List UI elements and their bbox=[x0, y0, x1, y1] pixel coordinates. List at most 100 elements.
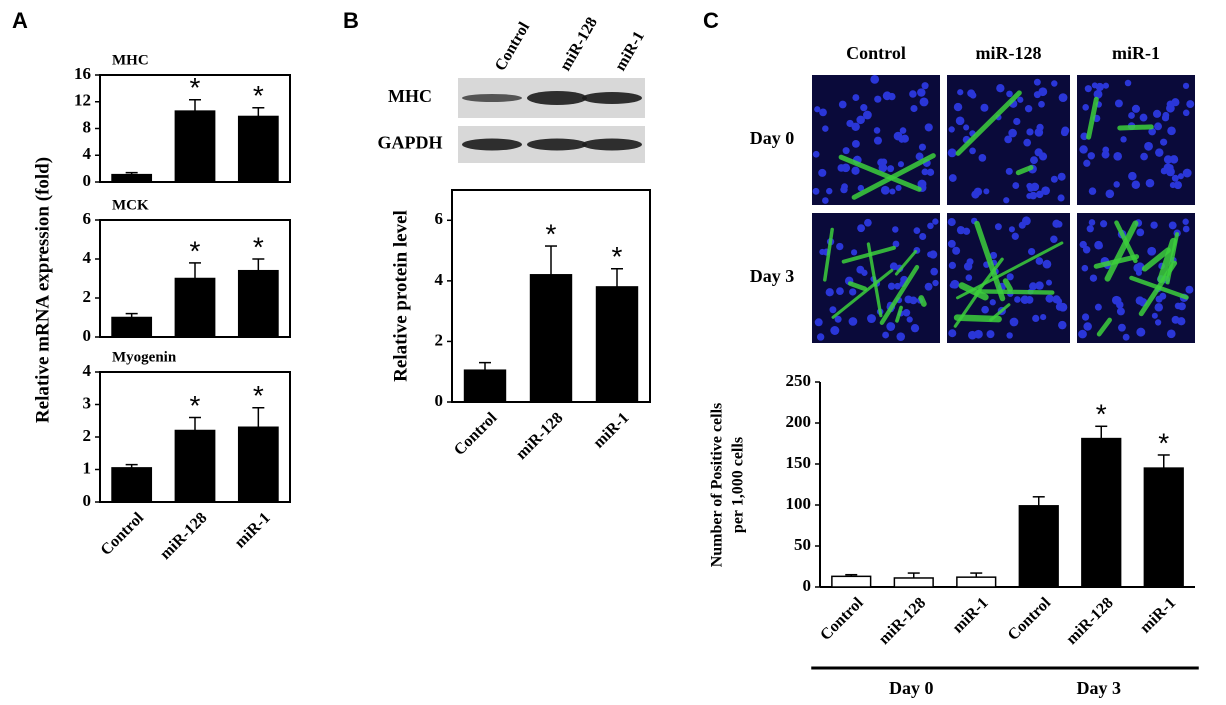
nucleus bbox=[867, 314, 876, 324]
nucleus bbox=[1160, 138, 1168, 146]
image-column-label: miR-128 bbox=[976, 43, 1042, 63]
y-tick-label: 2 bbox=[83, 287, 92, 306]
nucleus bbox=[1088, 187, 1097, 195]
nucleus bbox=[1029, 282, 1038, 291]
nucleus bbox=[969, 147, 976, 155]
nucleus bbox=[1128, 112, 1135, 119]
nucleus bbox=[1017, 96, 1024, 103]
nucleus bbox=[1030, 156, 1038, 165]
significance-marker: * bbox=[612, 241, 623, 272]
x-tick-label: Control bbox=[98, 509, 148, 559]
error-bar bbox=[907, 572, 920, 578]
nucleus bbox=[1027, 247, 1036, 256]
nucleus bbox=[899, 127, 907, 134]
nucleus bbox=[1083, 322, 1092, 331]
myotube bbox=[1157, 237, 1177, 283]
nucleus bbox=[1101, 150, 1110, 159]
nucleus bbox=[1078, 329, 1087, 339]
bar bbox=[237, 115, 279, 183]
nucleus bbox=[1083, 159, 1091, 167]
nucleus bbox=[1038, 152, 1048, 161]
blot-band bbox=[462, 94, 522, 102]
myotube bbox=[1093, 254, 1140, 269]
error-bar bbox=[125, 312, 138, 318]
myotube bbox=[1104, 220, 1139, 282]
nucleus bbox=[1020, 295, 1030, 304]
myotube bbox=[955, 90, 1022, 156]
nucleus bbox=[1169, 155, 1179, 164]
nucleus bbox=[1034, 128, 1044, 137]
nucleus bbox=[980, 103, 989, 112]
nucleus bbox=[926, 168, 935, 176]
nucleus bbox=[948, 126, 955, 133]
bar bbox=[956, 576, 997, 588]
blot-row-label: GAPDH bbox=[378, 133, 443, 153]
nucleus bbox=[818, 168, 827, 177]
nucleus bbox=[1166, 100, 1175, 109]
nucleus bbox=[857, 224, 866, 233]
y-tick-label: 8 bbox=[83, 117, 92, 136]
nucleus bbox=[1167, 126, 1176, 136]
error-bar bbox=[845, 573, 858, 577]
myotube bbox=[974, 257, 1004, 296]
nucleus bbox=[898, 136, 905, 143]
nucleus bbox=[1023, 138, 1032, 147]
nucleus bbox=[1018, 221, 1026, 229]
nucleus bbox=[968, 330, 977, 340]
nucleus bbox=[1175, 303, 1182, 310]
y-tick-label: 0 bbox=[83, 171, 92, 190]
nucleus bbox=[1185, 285, 1194, 294]
y-tick-label: 200 bbox=[786, 412, 812, 431]
bar bbox=[595, 286, 639, 403]
nucleus bbox=[924, 123, 933, 132]
y-axis-label: Number of Positive cells bbox=[709, 403, 726, 568]
panel-letter: B bbox=[343, 8, 359, 33]
y-tick-label: 1 bbox=[83, 458, 92, 477]
myotube bbox=[831, 268, 894, 319]
nucleus bbox=[1003, 197, 1010, 204]
bar bbox=[1081, 437, 1122, 588]
nucleus bbox=[812, 150, 820, 158]
y-tick-label: 0 bbox=[83, 326, 92, 345]
image-column-label: Control bbox=[846, 43, 906, 63]
nucleus bbox=[1082, 103, 1089, 111]
nucleus bbox=[880, 185, 890, 195]
nucleus bbox=[1081, 264, 1089, 272]
nucleus bbox=[849, 288, 857, 296]
nucleus bbox=[996, 84, 1005, 93]
nucleus bbox=[816, 333, 825, 341]
nucleus bbox=[874, 95, 882, 103]
nucleus bbox=[1012, 182, 1020, 189]
nucleus bbox=[957, 89, 964, 96]
nucleus bbox=[1055, 303, 1064, 311]
nucleus bbox=[887, 165, 895, 173]
error-bar bbox=[252, 407, 265, 428]
nucleus bbox=[1186, 100, 1195, 109]
nucleus bbox=[1114, 99, 1123, 108]
nucleus bbox=[963, 124, 970, 131]
nucleus bbox=[1035, 190, 1044, 199]
nucleus bbox=[892, 240, 900, 248]
nucleus bbox=[822, 125, 829, 132]
panel-letter: C bbox=[703, 8, 719, 33]
nucleus bbox=[856, 265, 865, 274]
y-tick-label: 100 bbox=[786, 494, 812, 513]
nucleus bbox=[834, 315, 842, 323]
lane-label: miR-128 bbox=[557, 15, 601, 74]
myotube bbox=[1015, 165, 1034, 176]
blot-band bbox=[582, 138, 642, 151]
nucleus bbox=[1139, 113, 1148, 122]
nucleus bbox=[1006, 332, 1013, 339]
nucleus bbox=[1035, 281, 1044, 290]
nucleus bbox=[1035, 257, 1044, 265]
nucleus bbox=[896, 332, 906, 341]
nucleus bbox=[1084, 85, 1092, 93]
nucleus bbox=[836, 242, 844, 251]
significance-marker: * bbox=[253, 231, 264, 262]
nucleus bbox=[826, 187, 833, 195]
error-bar bbox=[545, 245, 557, 275]
nucleus bbox=[1027, 185, 1034, 192]
nucleus bbox=[1166, 329, 1176, 339]
significance-marker: * bbox=[546, 218, 557, 249]
lane-label: miR-1 bbox=[612, 28, 648, 73]
